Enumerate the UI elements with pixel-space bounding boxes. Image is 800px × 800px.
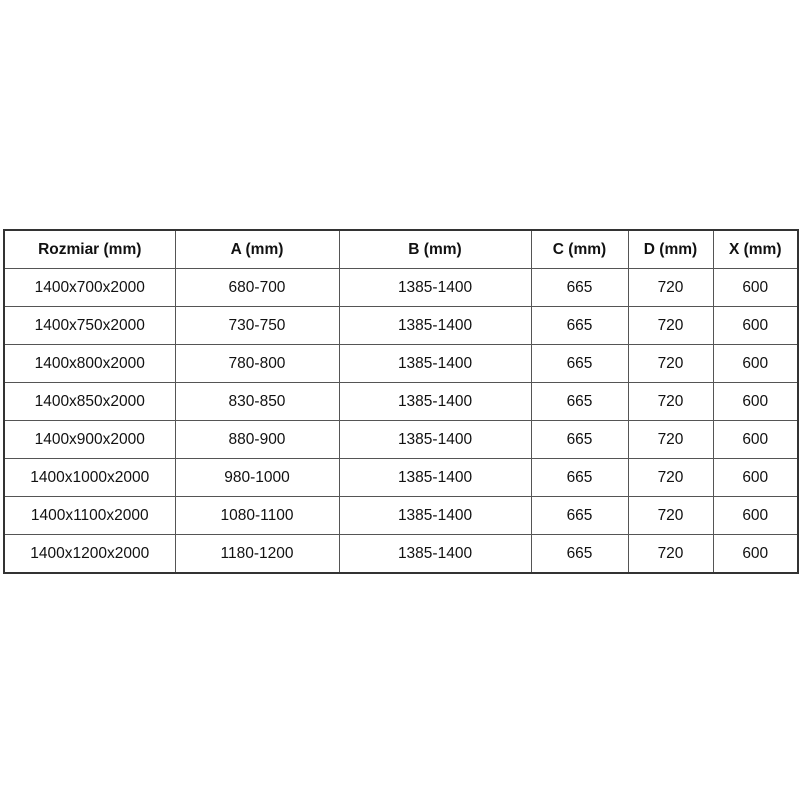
- table-cell: 600: [712, 306, 799, 345]
- table-cell: 665: [530, 420, 629, 459]
- table-body: 1400x700x2000 680-700 1385-1400 665 720 600 14…: [3, 268, 799, 574]
- table-cell: 665: [530, 344, 629, 383]
- table-cell: 1385-1400: [338, 496, 532, 535]
- table-cell: 720: [627, 268, 714, 307]
- column-header: Rozmiar (mm): [3, 229, 176, 269]
- table-cell: 980-1000: [174, 458, 340, 497]
- table-cell: 665: [530, 496, 629, 535]
- table-cell: 1400x1000x2000: [3, 458, 176, 497]
- table-row: 1400x900x2000 880-900 1385-1400 665 720 600: [3, 420, 799, 459]
- table-cell: 1400x800x2000: [3, 344, 176, 383]
- table-cell: 600: [712, 382, 799, 421]
- table-cell: 600: [712, 268, 799, 307]
- table-cell: 1080-1100: [174, 496, 340, 535]
- table-cell: 1180-1200: [174, 534, 340, 574]
- table-cell: 1385-1400: [338, 344, 532, 383]
- table-cell: 1400x1200x2000: [3, 534, 176, 574]
- table-cell: 600: [712, 344, 799, 383]
- table-row: 1400x750x2000 730-750 1385-1400 665 720 600: [3, 306, 799, 345]
- table-cell: 1400x750x2000: [3, 306, 176, 345]
- table-cell: 730-750: [174, 306, 340, 345]
- column-header: A (mm): [174, 229, 340, 269]
- table-row: 1400x850x2000 830-850 1385-1400 665 720 600: [3, 382, 799, 421]
- table-cell: 720: [627, 534, 714, 574]
- table-cell: 720: [627, 306, 714, 345]
- table-cell: 720: [627, 382, 714, 421]
- table-cell: 665: [530, 382, 629, 421]
- table-cell: 720: [627, 458, 714, 497]
- table-cell: 720: [627, 344, 714, 383]
- table-row: 1400x800x2000 780-800 1385-1400 665 720 600: [3, 344, 799, 383]
- table-cell: 1400x1100x2000: [3, 496, 176, 535]
- table-cell: 1385-1400: [338, 306, 532, 345]
- table-cell: 1400x700x2000: [3, 268, 176, 307]
- table-cell: 1385-1400: [338, 420, 532, 459]
- table-cell: 780-800: [174, 344, 340, 383]
- table-cell: 1385-1400: [338, 534, 532, 574]
- table-cell: 1400x900x2000: [3, 420, 176, 459]
- table-cell: 720: [627, 496, 714, 535]
- table-cell: 680-700: [174, 268, 340, 307]
- table-row: 1400x1100x2000 1080-1100 1385-1400 665 720 60…: [3, 496, 799, 535]
- table-row: 1400x1000x2000 980-1000 1385-1400 665 720 600: [3, 458, 799, 497]
- table-cell: 665: [530, 534, 629, 574]
- column-header: X (mm): [712, 229, 799, 269]
- table-cell: 600: [712, 420, 799, 459]
- table-cell: 600: [712, 496, 799, 535]
- column-header: B (mm): [338, 229, 532, 269]
- table-cell: 600: [712, 534, 799, 574]
- table-cell: 665: [530, 268, 629, 307]
- table-row: 1400x1200x2000 1180-1200 1385-1400 665 720 60…: [3, 534, 799, 574]
- header-row: Rozmiar (mm) A (mm) B (mm) C (mm) D (mm) X (m…: [3, 229, 799, 269]
- table-cell: 830-850: [174, 382, 340, 421]
- table-cell: 1385-1400: [338, 382, 532, 421]
- table-cell: 720: [627, 420, 714, 459]
- table-cell: 600: [712, 458, 799, 497]
- dimensions-table: Rozmiar (mm) A (mm) B (mm) C (mm) D (mm) X (m…: [3, 229, 799, 574]
- table-cell: 1400x850x2000: [3, 382, 176, 421]
- column-header: C (mm): [530, 229, 629, 269]
- table-cell: 665: [530, 458, 629, 497]
- column-header: D (mm): [627, 229, 714, 269]
- table-row: 1400x700x2000 680-700 1385-1400 665 720 600: [3, 268, 799, 307]
- table-cell: 880-900: [174, 420, 340, 459]
- table-cell: 1385-1400: [338, 268, 532, 307]
- table-cell: 1385-1400: [338, 458, 532, 497]
- table-cell: 665: [530, 306, 629, 345]
